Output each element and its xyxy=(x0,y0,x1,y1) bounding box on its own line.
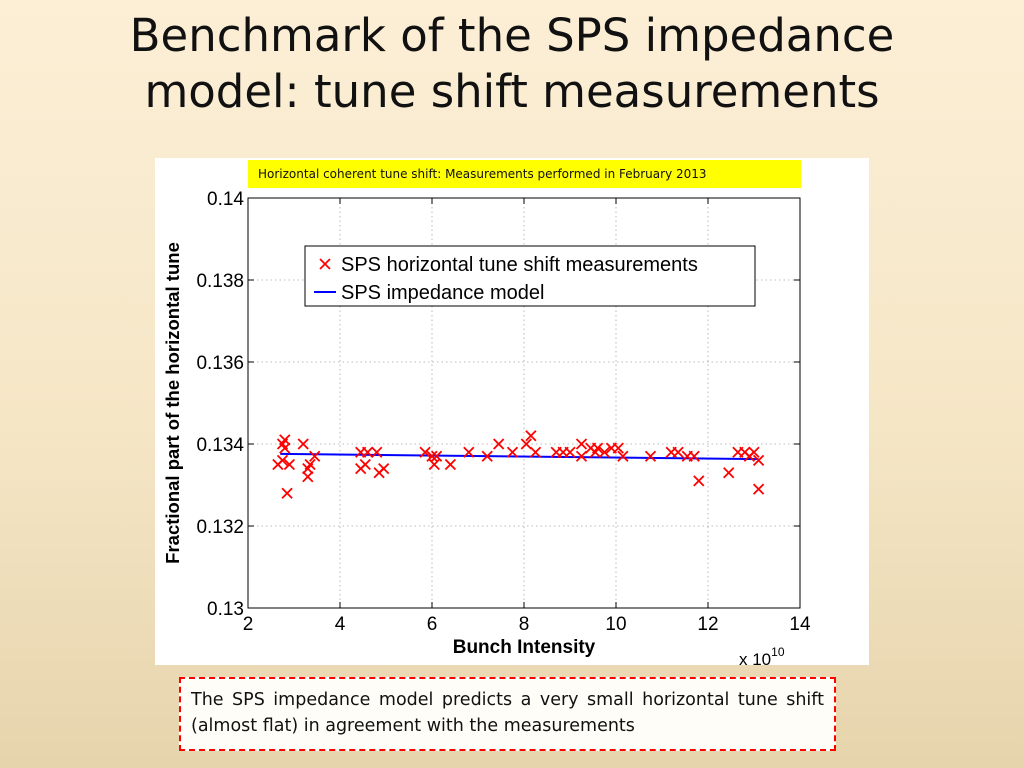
measurement-point xyxy=(520,438,532,450)
measurement-point xyxy=(693,475,705,487)
x-tick-label: 2 xyxy=(243,614,254,635)
measurement-point xyxy=(426,450,438,462)
measurement-point xyxy=(359,458,371,471)
legend-x-marker xyxy=(319,258,331,270)
y-tick-label: 0.13 xyxy=(207,599,244,620)
legend-label-measurements: SPS horizontal tune shift measurements xyxy=(341,254,698,276)
measurement-point xyxy=(752,483,765,495)
measurement-point xyxy=(575,450,588,462)
slide-title-line2: model: tune shift measurements xyxy=(144,65,880,118)
measurement-point xyxy=(371,446,383,458)
y-tick-label: 0.138 xyxy=(196,271,244,292)
measurement-point xyxy=(493,438,505,450)
measurement-point xyxy=(430,450,443,462)
y-tick-labels: 0.13 0.132 0.134 0.136 0.138 0.14 xyxy=(196,189,244,620)
measurement-point xyxy=(575,438,588,450)
conclusion-caption: The SPS impedance model predicts a very … xyxy=(179,677,836,751)
chart-subtitle: Horizontal coherent tune shift: Measurem… xyxy=(248,160,801,188)
x-tick-label: 6 xyxy=(427,614,438,635)
measurement-point xyxy=(672,446,684,458)
model-series xyxy=(280,452,759,461)
measurement-point xyxy=(564,446,576,458)
chart-figure: 2 4 6 8 10 12 14 0.13 0.132 0.134 0.136 0.138 0.14 … xyxy=(155,158,869,665)
measurement-point xyxy=(361,446,374,458)
measurement-point xyxy=(525,430,537,442)
x-tick-label: 14 xyxy=(789,614,811,635)
x-tick-label: 10 xyxy=(605,614,626,635)
measurement-point xyxy=(723,467,735,479)
measurement-point xyxy=(748,446,760,458)
axis-ticks xyxy=(247,197,801,609)
slide-title-line1: Benchmark of the SPS impedance xyxy=(129,9,895,62)
legend-box xyxy=(304,245,756,307)
measurement-point xyxy=(444,458,457,471)
legend-label-model: SPS impedance model xyxy=(341,282,544,304)
measurement-point xyxy=(688,450,700,462)
measurement-point xyxy=(591,442,604,454)
measurement-point xyxy=(378,462,390,475)
y-tick-label: 0.136 xyxy=(196,353,244,374)
measurement-point xyxy=(276,454,289,467)
tune-shift-chart: 2 4 6 8 10 12 14 0.130.1320.1340.1360.1380.14 … xyxy=(162,189,811,665)
measurement-point xyxy=(752,454,765,467)
measurement-point xyxy=(598,446,611,458)
x-multiplier-base: x 10 xyxy=(739,650,771,665)
measurement-point xyxy=(644,450,657,462)
measurement-point xyxy=(612,442,624,454)
x-tick-label: 8 xyxy=(519,614,530,635)
x-axis-multiplier: x 1010 xyxy=(739,645,785,665)
measurement-point xyxy=(309,450,321,462)
measurement-point xyxy=(279,434,291,446)
measurement-point xyxy=(304,458,316,471)
measurement-point xyxy=(463,446,475,458)
measurement-point xyxy=(481,450,493,462)
measurement-point xyxy=(279,442,291,454)
measurement-point xyxy=(297,438,309,450)
y-tick-label: 0.14 xyxy=(207,189,244,210)
measurement-point xyxy=(506,446,519,458)
measurement-point xyxy=(419,446,431,458)
y-axis-label: Fractional part of the horizontal tune xyxy=(162,242,183,564)
measurement-point xyxy=(617,450,629,462)
measurement-point xyxy=(302,471,314,483)
y-tick-label: 0.132 xyxy=(196,517,244,538)
y-tick-label: 0.134 xyxy=(196,435,244,456)
measurement-series xyxy=(272,430,765,499)
legend: SPS horizontal tune shift measurements S… xyxy=(304,245,756,307)
measurement-point xyxy=(529,446,542,458)
legend-marker-measurements xyxy=(319,258,331,270)
x-axis-label: Bunch Intensity xyxy=(453,637,596,658)
measurement-point xyxy=(281,487,293,499)
measurement-point xyxy=(283,458,296,471)
measurement-point xyxy=(428,458,440,471)
x-multiplier-exponent: 10 xyxy=(771,645,785,659)
model-line xyxy=(280,452,759,461)
x-tick-label: 4 xyxy=(335,614,346,635)
x-tick-labels: 2 4 6 8 10 12 14 xyxy=(243,614,811,635)
x-tick-label: 12 xyxy=(697,614,718,635)
slide-title: Benchmark of the SPS impedance model: tu… xyxy=(60,8,964,120)
